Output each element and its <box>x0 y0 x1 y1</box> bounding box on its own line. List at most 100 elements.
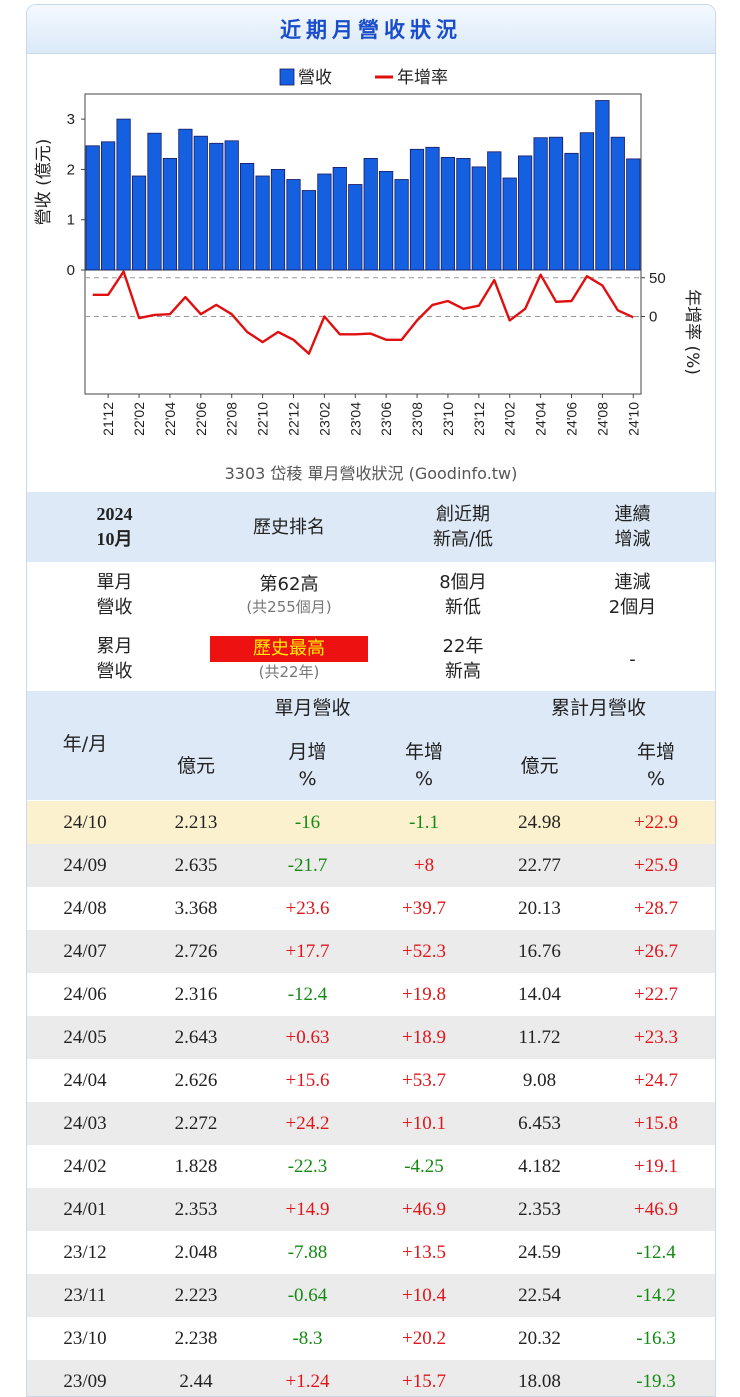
table-cell: +46.9 <box>402 1198 446 1220</box>
x-tick-label: 24'08 <box>594 402 610 436</box>
monthly-label: 單月 營收 <box>96 571 133 618</box>
revenue-bar <box>533 137 548 271</box>
revenue-bar <box>394 179 409 271</box>
revenue-bar <box>409 148 425 271</box>
table-cell: +53.7 <box>402 1069 446 1091</box>
y-left-tick-label: 3 <box>67 111 75 128</box>
table-row: 24/10 2.213 -16 -1.1 24.98 +22.9 <box>27 801 715 844</box>
table-cell: 2.726 <box>174 940 218 962</box>
col-cum-amount: 億元 <box>520 755 559 777</box>
revenue-bar <box>131 175 147 271</box>
summary-col-rank: 歷史排名 <box>253 516 325 538</box>
table-cell: 24/06 <box>63 983 107 1005</box>
table-cell: 18.08 <box>518 1370 561 1392</box>
table-cell: +28.7 <box>634 897 678 919</box>
revenue-bar <box>425 146 440 271</box>
revenue-bar <box>224 140 239 271</box>
revenue-bar <box>286 179 301 271</box>
table-cell: +15.7 <box>402 1370 446 1392</box>
legend-bar-swatch <box>279 68 295 86</box>
table-cell: 24/08 <box>63 897 107 919</box>
table-cell: +24.7 <box>634 1069 678 1091</box>
y-right-tick-label: 50 <box>649 270 666 287</box>
table-cell: +52.3 <box>402 940 446 962</box>
revenue-bar <box>348 184 363 271</box>
table-cell: 23/11 <box>63 1284 107 1306</box>
table-cell: +17.7 <box>285 940 330 962</box>
y-left-tick-label: 1 <box>67 212 75 229</box>
y-right-axis-title: 年增率 (%) <box>682 289 702 375</box>
table-cell: -7.88 <box>287 1241 328 1263</box>
table-cell: 24/01 <box>63 1198 107 1220</box>
table-cell: 2.048 <box>174 1241 218 1263</box>
table-cell: +19.1 <box>634 1155 678 1177</box>
table-cell: +13.5 <box>402 1241 446 1263</box>
panel-header: 近期月營收狀況 <box>27 5 715 54</box>
table-cell: -1.1 <box>408 811 440 833</box>
table-cell: 2.223 <box>174 1284 218 1306</box>
legend-revenue-label: 營收 <box>298 68 332 88</box>
table-row: 24/02 1.828 -22.3 -4.25 4.182 +19.1 <box>27 1145 715 1188</box>
table-cell: 22.54 <box>518 1284 561 1306</box>
table-cell: 4.182 <box>518 1155 561 1177</box>
table-cell: +14.9 <box>285 1198 330 1220</box>
revenue-bar <box>626 158 641 271</box>
table-cell: +1.24 <box>285 1370 330 1392</box>
table-cell: 2.626 <box>174 1069 218 1091</box>
table-cell: 3.368 <box>174 897 218 919</box>
table-cell: +25.9 <box>634 854 678 876</box>
revenue-bar <box>487 151 502 271</box>
summary-row-cumulative: 累月 營收 歷史最高 (共22年) 22年 新高 - <box>27 627 715 691</box>
revenue-bar <box>502 177 517 271</box>
table-cell: -0.64 <box>287 1284 328 1306</box>
table-cell: 24/07 <box>63 940 107 962</box>
revenue-bar <box>116 118 131 271</box>
table-header: 年/月 單月營收 累計月營收 億元 月增% 年增% 億元 年增% <box>27 691 715 800</box>
table-cell: 24/05 <box>63 1026 107 1048</box>
x-tick-label: 22'06 <box>193 402 209 436</box>
table-cell: 22.77 <box>518 854 561 876</box>
table-cell: 24/04 <box>63 1069 107 1091</box>
table-cell: 24/09 <box>63 854 107 876</box>
table-cell: +24.2 <box>285 1112 330 1134</box>
table-cell: 24.98 <box>518 811 561 833</box>
chart-caption: 3303 岱稜 單月營收狀況 (Goodinfo.tw) <box>225 464 518 483</box>
revenue-panel: 近期月營收狀況 0 1 2 3 50 0 21'12 22'02 22'04 22'06 22'08… <box>26 4 716 1397</box>
col-cum-yoy: 年增% <box>636 741 675 790</box>
table-cell: +22.9 <box>634 811 678 833</box>
table-cell: 9.08 <box>522 1069 557 1091</box>
x-tick-label: 24'06 <box>564 402 580 436</box>
y-left-axis-title: 營收 (億元) <box>34 139 54 226</box>
table-cell: 6.453 <box>518 1112 561 1134</box>
summary-row-monthly: 單月 營收 第62高 (共255個月) 8個月 新低 連減 2個月 <box>27 562 715 627</box>
group-cumulative: 累計月營收 <box>550 697 646 719</box>
x-tick-label: 24'04 <box>533 402 549 436</box>
col-yoy: 年增% <box>404 741 443 790</box>
revenue-bar <box>579 132 595 271</box>
x-tick-label: 22'08 <box>224 402 240 436</box>
revenue-bar <box>595 100 610 271</box>
x-tick-label: 22'04 <box>162 402 178 436</box>
table-cell: +8 <box>413 854 435 876</box>
table-cell: 2.238 <box>174 1327 218 1349</box>
table-row: 24/04 2.626 +15.6 +53.7 9.08 +24.7 <box>27 1059 715 1102</box>
table-cell: 2.353 <box>174 1198 218 1220</box>
summary-period: 2024 10月 <box>96 504 133 549</box>
summary-col-streak: 連續 增減 <box>614 504 651 550</box>
table-cell: +0.63 <box>285 1026 330 1048</box>
table-cell: +15.8 <box>634 1112 678 1134</box>
revenue-bar <box>517 155 533 271</box>
monthly-streak: 連減 2個月 <box>608 571 657 618</box>
x-tick-label: 24'10 <box>625 402 641 436</box>
summary-header-row: 2024 10月 歷史排名 創近期 新高/低 連續 增減 <box>27 492 715 562</box>
table-cell: -22.3 <box>287 1155 328 1177</box>
revenue-bar <box>178 128 193 271</box>
table-cell: +19.8 <box>402 983 446 1005</box>
legend-yoy-label: 年增率 <box>397 68 448 88</box>
data-rows: 24/10 2.213 -16 -1.1 24.98 +22.9 24/09 2.635 -21… <box>27 801 715 1396</box>
cum-label: 累月 營收 <box>96 636 133 682</box>
x-tick-label: 22'10 <box>255 402 271 436</box>
table-cell: 16.76 <box>518 940 561 962</box>
table-row: 24/01 2.353 +14.9 +46.9 2.353 +46.9 <box>27 1188 715 1231</box>
table-cell: 2.643 <box>174 1026 218 1048</box>
